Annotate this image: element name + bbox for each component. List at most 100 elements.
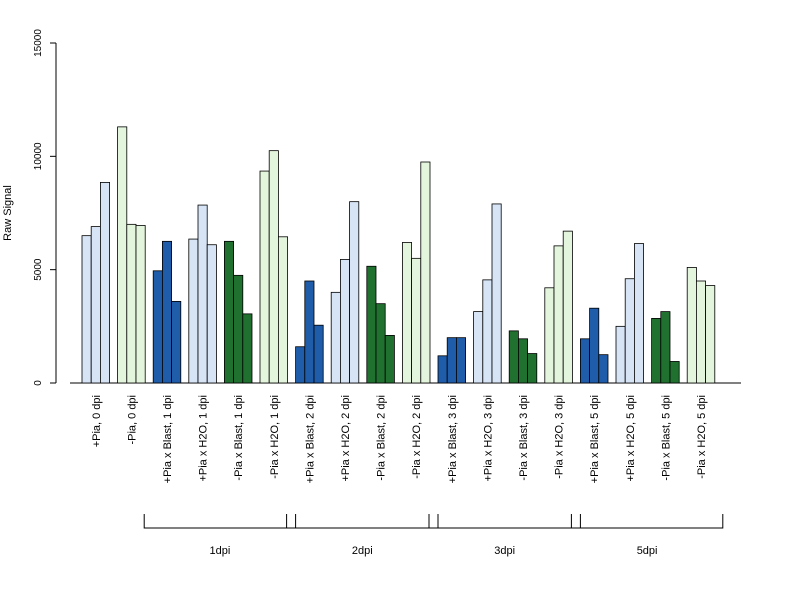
category-labels: +Pia, 0 dpi -Pia, 0 dpi +Pia x Blast, 1 dp… — [91, 395, 708, 483]
group-bracket: 1dpi — [143, 514, 297, 557]
x-tick-label: +Pia x Blast, 1 dpi — [162, 395, 174, 483]
y-axis: 0 5000 10000 15000 — [33, 29, 57, 386]
bar-group — [259, 150, 288, 384]
bar — [553, 245, 564, 384]
x-tick-label: +Pia x H2O, 5 dpi — [625, 395, 637, 482]
bar-group — [117, 126, 146, 384]
bar — [473, 311, 484, 384]
bar-group — [330, 201, 360, 384]
bar — [242, 313, 253, 384]
group-bracket: 2dpi — [286, 514, 439, 557]
bar-group — [223, 240, 253, 384]
bar — [686, 266, 697, 384]
bar — [669, 361, 680, 384]
bar — [161, 240, 172, 384]
bracket-line — [286, 514, 439, 529]
bar-group — [81, 181, 111, 384]
group-label: 3dpi — [494, 545, 515, 557]
bar — [660, 311, 671, 384]
bar — [268, 150, 279, 384]
group-label: 5dpi — [637, 545, 658, 557]
bracket-line — [143, 514, 297, 529]
bracket-line — [570, 514, 724, 529]
bar — [705, 285, 716, 384]
bar — [188, 238, 199, 384]
bar — [304, 280, 315, 384]
bar — [437, 355, 448, 384]
x-tick-label: +Pia, 0 dpi — [91, 395, 103, 447]
bar — [366, 265, 377, 384]
bar — [330, 291, 341, 384]
x-tick-label: -Pia x Blast, 3 dpi — [518, 395, 530, 481]
bar — [624, 278, 635, 384]
bar — [223, 240, 234, 384]
y-tick-label: 5000 — [33, 258, 44, 281]
y-axis-label: Raw Signal — [2, 185, 14, 241]
x-tick-label: +Pia x H2O, 1 dpi — [198, 395, 210, 482]
bar — [277, 236, 288, 384]
bar-group — [152, 240, 182, 384]
x-tick-label: -Pia x H2O, 5 dpi — [696, 395, 708, 479]
x-tick-label: -Pia, 0 dpi — [126, 395, 138, 445]
bar — [295, 346, 306, 384]
x-tick-label: +Pia x H2O, 3 dpi — [482, 395, 494, 482]
x-tick-label: -Pia x Blast, 5 dpi — [660, 395, 672, 481]
group-bracket: 3dpi — [428, 514, 581, 557]
bars — [81, 126, 716, 384]
bar — [651, 317, 662, 384]
bar — [313, 324, 324, 384]
bar — [152, 270, 163, 384]
x-tick-label: +Pia x Blast, 3 dpi — [447, 395, 459, 483]
bar-group — [401, 161, 431, 384]
x-tick-label: -Pia x H2O, 2 dpi — [411, 395, 423, 479]
bar — [482, 279, 493, 384]
bar-group — [580, 307, 609, 384]
bar — [100, 181, 111, 384]
bar-group — [651, 311, 680, 384]
bar — [491, 203, 502, 384]
bar — [206, 244, 217, 384]
group-brackets: 1dpi 2dpi 3dpi 5dpi — [143, 514, 724, 557]
bar — [634, 243, 645, 384]
x-tick-label: +Pia x Blast, 2 dpi — [304, 395, 316, 483]
bar — [562, 230, 573, 384]
bar — [615, 325, 626, 384]
x-tick-label: -Pia x Blast, 1 dpi — [233, 395, 245, 481]
bar — [349, 201, 360, 384]
bar — [339, 259, 350, 384]
bar — [117, 126, 128, 384]
bar — [81, 235, 92, 384]
bar — [259, 170, 270, 384]
bar — [420, 161, 431, 384]
x-tick-label: -Pia x Blast, 2 dpi — [376, 395, 388, 481]
bar-group — [508, 330, 538, 384]
bar — [411, 257, 422, 384]
bar — [580, 338, 591, 384]
bar — [544, 287, 555, 384]
bar — [384, 334, 395, 384]
x-tick-label: -Pia x H2O, 1 dpi — [269, 395, 281, 479]
bar — [446, 337, 457, 384]
bar — [598, 354, 609, 384]
group-bracket: 5dpi — [570, 514, 724, 557]
x-tick-label: +Pia x H2O, 2 dpi — [340, 395, 352, 482]
x-tick-label: -Pia x H2O, 3 dpi — [554, 395, 566, 479]
bar — [589, 307, 600, 384]
bar-group — [295, 280, 324, 384]
bar — [197, 204, 208, 384]
bar — [171, 300, 182, 384]
x-tick-label: +Pia x Blast, 5 dpi — [589, 395, 601, 483]
bar-group — [366, 265, 395, 384]
bar — [696, 280, 707, 384]
bar-group — [473, 203, 502, 384]
y-tick-label: 0 — [33, 380, 44, 386]
bar — [135, 225, 146, 384]
bar — [527, 353, 538, 384]
bar — [233, 274, 244, 384]
group-label: 1dpi — [210, 545, 231, 557]
bar — [126, 223, 137, 384]
bar-group — [544, 230, 573, 384]
bar — [375, 303, 386, 384]
bar-group — [615, 243, 645, 384]
